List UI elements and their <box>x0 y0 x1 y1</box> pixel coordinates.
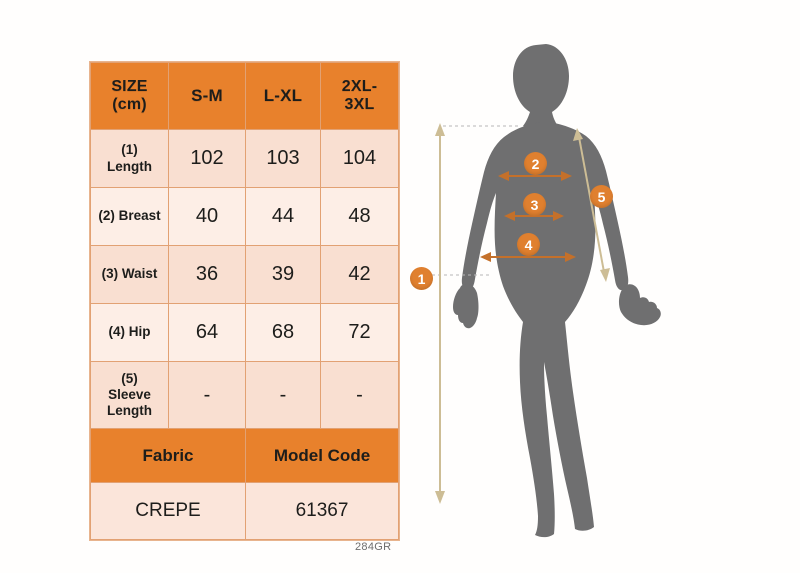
breast-measurement-arrow <box>498 171 572 181</box>
header-cell-l-xl: L-XL <box>245 62 321 130</box>
hip-measurement-arrow <box>480 252 576 262</box>
row-label-breast: (2) Breast <box>90 187 169 246</box>
silhouette-shape <box>453 44 661 538</box>
table-row: (5) Sleeve Length - - - <box>90 361 399 429</box>
table-header-row: SIZE (cm) S-M L-XL 2XL- 3XL <box>90 62 399 130</box>
measurement-marker-4: 4 <box>517 233 540 256</box>
header-cell-fabric: Fabric <box>90 428 246 483</box>
cell-waist-l-xl: 39 <box>245 245 321 304</box>
length-measurement-group <box>432 123 518 504</box>
cell-sleeve-l-xl: - <box>245 361 321 429</box>
header-size-line2: (cm) <box>112 96 147 113</box>
row-label-sleeve-line1: (5) <box>121 370 138 386</box>
size-chart-table: SIZE (cm) S-M L-XL 2XL- 3XL (1) Length 1… <box>90 62 399 540</box>
cell-length-l-xl: 103 <box>245 129 321 188</box>
row-label-sleeve-line2: Sleeve <box>108 386 151 402</box>
waist-measurement-arrow <box>504 211 564 221</box>
row-label-sleeve-line3: Length <box>107 403 152 419</box>
length-arrowhead-bottom <box>435 491 445 504</box>
measurement-marker-2: 2 <box>524 152 547 175</box>
header-cell-size: SIZE (cm) <box>90 62 169 130</box>
info-value-row: CREPE 61367 <box>90 482 399 540</box>
cell-model-code-value: 61367 <box>245 482 399 540</box>
measurement-marker-5: 5 <box>590 185 613 208</box>
cell-fabric-value: CREPE <box>90 482 246 540</box>
measurement-diagram: 1 2 3 4 5 <box>410 10 740 560</box>
row-label-hip: (4) Hip <box>90 303 169 362</box>
watermark-label: 284GR <box>355 541 392 553</box>
header-cell-model-code: Model Code <box>245 428 399 483</box>
table-row: (4) Hip 64 68 72 <box>90 303 399 362</box>
cell-sleeve-s-m: - <box>168 361 246 429</box>
cell-hip-s-m: 64 <box>168 303 246 362</box>
female-silhouette-figure <box>432 44 661 538</box>
header-cell-s-m: S-M <box>168 62 246 130</box>
header-2xl-line2: 3XL <box>344 96 375 113</box>
table-row: (3) Waist 36 39 42 <box>90 245 399 304</box>
header-2xl-line1: 2XL- <box>341 77 378 95</box>
cell-hip-2xl-3xl: 72 <box>320 303 399 362</box>
info-header-row: Fabric Model Code <box>90 428 399 483</box>
header-size-line1: SIZE <box>111 77 148 95</box>
length-arrowhead-top <box>435 123 445 136</box>
cell-breast-s-m: 40 <box>168 187 246 246</box>
cell-length-2xl-3xl: 104 <box>320 129 399 188</box>
cell-length-s-m: 102 <box>168 129 246 188</box>
measurement-marker-1: 1 <box>410 267 433 290</box>
cell-breast-2xl-3xl: 48 <box>320 187 399 246</box>
cell-waist-s-m: 36 <box>168 245 246 304</box>
table-row: (1) Length 102 103 104 <box>90 129 399 188</box>
cell-sleeve-2xl-3xl: - <box>320 361 399 429</box>
row-label-length: (1) Length <box>90 129 169 188</box>
row-label-waist: (3) Waist <box>90 245 169 304</box>
row-label-length-line1: (1) <box>121 142 138 158</box>
row-label-sleeve-length: (5) Sleeve Length <box>90 361 169 429</box>
measurement-marker-3: 3 <box>523 193 546 216</box>
table-row: (2) Breast 40 44 48 <box>90 187 399 246</box>
cell-breast-l-xl: 44 <box>245 187 321 246</box>
cell-hip-l-xl: 68 <box>245 303 321 362</box>
header-cell-2xl-3xl: 2XL- 3XL <box>320 62 399 130</box>
row-label-length-line2: Length <box>107 158 152 174</box>
sleeve-measurement-arrow <box>573 128 610 282</box>
cell-waist-2xl-3xl: 42 <box>320 245 399 304</box>
